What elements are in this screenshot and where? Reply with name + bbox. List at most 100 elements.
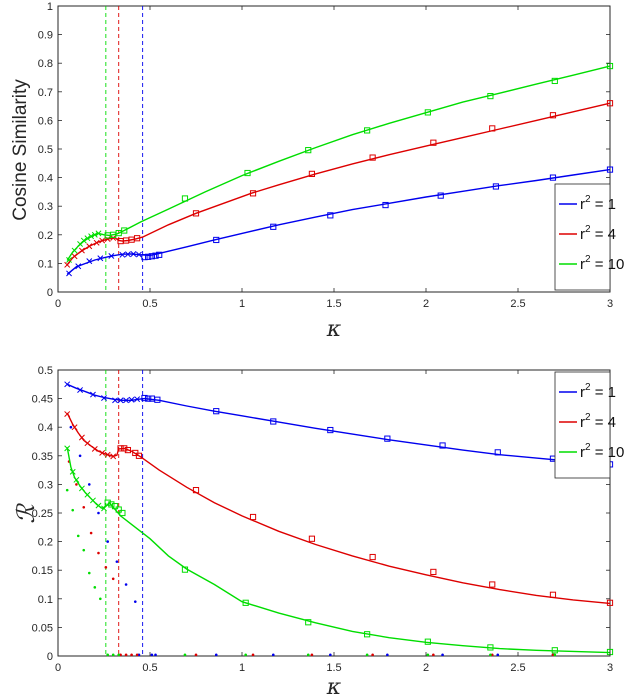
dot-marker bbox=[124, 583, 128, 586]
y-tick-label: 0.15 bbox=[32, 565, 53, 577]
y-tick-label: 0.2 bbox=[38, 537, 53, 549]
x-tick-label: 1 bbox=[239, 298, 245, 310]
dot-marker bbox=[194, 653, 198, 657]
dot-marker bbox=[117, 653, 121, 657]
dot-marker bbox=[490, 653, 494, 657]
x-marker bbox=[88, 233, 95, 240]
legend-entry: r2 = 10 bbox=[559, 254, 624, 273]
x-marker bbox=[91, 445, 98, 452]
x-marker bbox=[128, 396, 135, 403]
dot-marker bbox=[65, 488, 69, 492]
series bbox=[64, 100, 614, 268]
square-marker bbox=[152, 252, 159, 259]
cosine-similarity-chart: 0 0.5 1 1.5 2 2.5 3 00.10.20.30.40.50.60.70.80… bbox=[10, 1, 624, 342]
x-marker bbox=[64, 411, 71, 417]
x-marker bbox=[71, 253, 78, 260]
square-marker bbox=[115, 506, 122, 513]
dot-marker bbox=[115, 560, 119, 563]
legend-entry: r2 = 1 bbox=[559, 194, 616, 213]
dot-marker bbox=[82, 548, 86, 552]
dot-marker bbox=[137, 653, 141, 657]
legend-box bbox=[554, 183, 611, 291]
x-marker bbox=[95, 502, 102, 509]
legend-label: r2 = 10 bbox=[580, 442, 624, 461]
square-marker bbox=[437, 192, 444, 199]
series bbox=[66, 166, 614, 277]
square-marker bbox=[364, 631, 371, 638]
square-marker bbox=[119, 509, 126, 517]
dot-marker bbox=[71, 508, 75, 512]
x-marker bbox=[110, 453, 117, 460]
x-marker bbox=[91, 231, 98, 238]
square-marker bbox=[606, 100, 614, 107]
x-marker bbox=[77, 387, 84, 393]
square-marker bbox=[104, 499, 111, 506]
x-marker bbox=[123, 397, 130, 404]
dot-marker bbox=[87, 483, 91, 486]
x-marker bbox=[93, 239, 100, 246]
square-marker bbox=[327, 212, 334, 219]
square-marker bbox=[606, 599, 614, 606]
dot-marker bbox=[496, 653, 500, 657]
dot-marker bbox=[106, 540, 109, 543]
square-marker bbox=[487, 92, 494, 100]
x-marker bbox=[101, 395, 107, 401]
x-tick-label: 0.5 bbox=[142, 662, 157, 674]
square-marker bbox=[141, 394, 148, 402]
y-tick-label: 0.1 bbox=[38, 594, 53, 606]
y-tick-label: 0.3 bbox=[38, 479, 53, 491]
y-tick-label: 0.1 bbox=[38, 258, 53, 270]
legend: r2 = 1 r2 = 4 r2 = 10 bbox=[554, 371, 624, 479]
x-tick-label: 0.5 bbox=[142, 298, 157, 310]
legend-label: r2 = 1 bbox=[580, 382, 616, 401]
series bbox=[64, 445, 614, 657]
x-tick-label: 2.5 bbox=[510, 662, 525, 674]
series bbox=[66, 62, 614, 263]
square-marker bbox=[270, 418, 277, 425]
square-marker bbox=[213, 236, 220, 244]
square-marker bbox=[121, 445, 128, 452]
x-marker bbox=[84, 440, 91, 447]
x-tick-label: 1 bbox=[239, 662, 245, 674]
series bbox=[64, 411, 614, 657]
square-marker bbox=[135, 452, 143, 459]
dot-marker bbox=[441, 653, 444, 657]
x-tick-label: 3 bbox=[607, 298, 613, 310]
dot-marker bbox=[154, 653, 157, 657]
y-tick-label: 0.7 bbox=[38, 87, 53, 99]
series-layer bbox=[64, 62, 614, 277]
legend-entry: r2 = 1 bbox=[559, 382, 616, 401]
square-marker bbox=[551, 647, 558, 654]
square-marker bbox=[121, 227, 128, 234]
series-layer bbox=[64, 381, 614, 657]
x-marker bbox=[71, 424, 78, 431]
x-marker bbox=[95, 230, 102, 237]
square-marker bbox=[134, 235, 141, 242]
x-marker bbox=[117, 397, 124, 404]
x-marker bbox=[97, 255, 104, 262]
dot-marker bbox=[93, 586, 97, 589]
square-marker bbox=[141, 254, 148, 261]
square-marker bbox=[489, 581, 496, 588]
dot-marker bbox=[97, 551, 100, 555]
square-marker bbox=[384, 435, 391, 442]
dot-marker bbox=[426, 653, 430, 657]
y-axis-label: Cosine Similarity bbox=[10, 79, 31, 221]
square-marker bbox=[430, 568, 437, 576]
y-tick-label: 0.8 bbox=[38, 58, 53, 70]
dot-marker bbox=[432, 653, 435, 657]
square-marker bbox=[551, 77, 558, 85]
x-tick-label: 0 bbox=[55, 298, 61, 310]
y-tick-label: 0.5 bbox=[38, 365, 53, 377]
legend-label: r2 = 1 bbox=[580, 194, 616, 213]
dot-marker bbox=[150, 653, 154, 657]
square-marker bbox=[327, 426, 334, 434]
y-tick-label: 0.4 bbox=[38, 422, 53, 434]
legend-box bbox=[554, 371, 611, 479]
x-axis-ticks: 0 0.5 1 1.5 2 2.5 3 bbox=[55, 370, 613, 674]
square-marker bbox=[364, 127, 371, 134]
square-marker bbox=[549, 112, 557, 119]
x-marker bbox=[64, 381, 71, 388]
x-marker bbox=[84, 491, 91, 498]
